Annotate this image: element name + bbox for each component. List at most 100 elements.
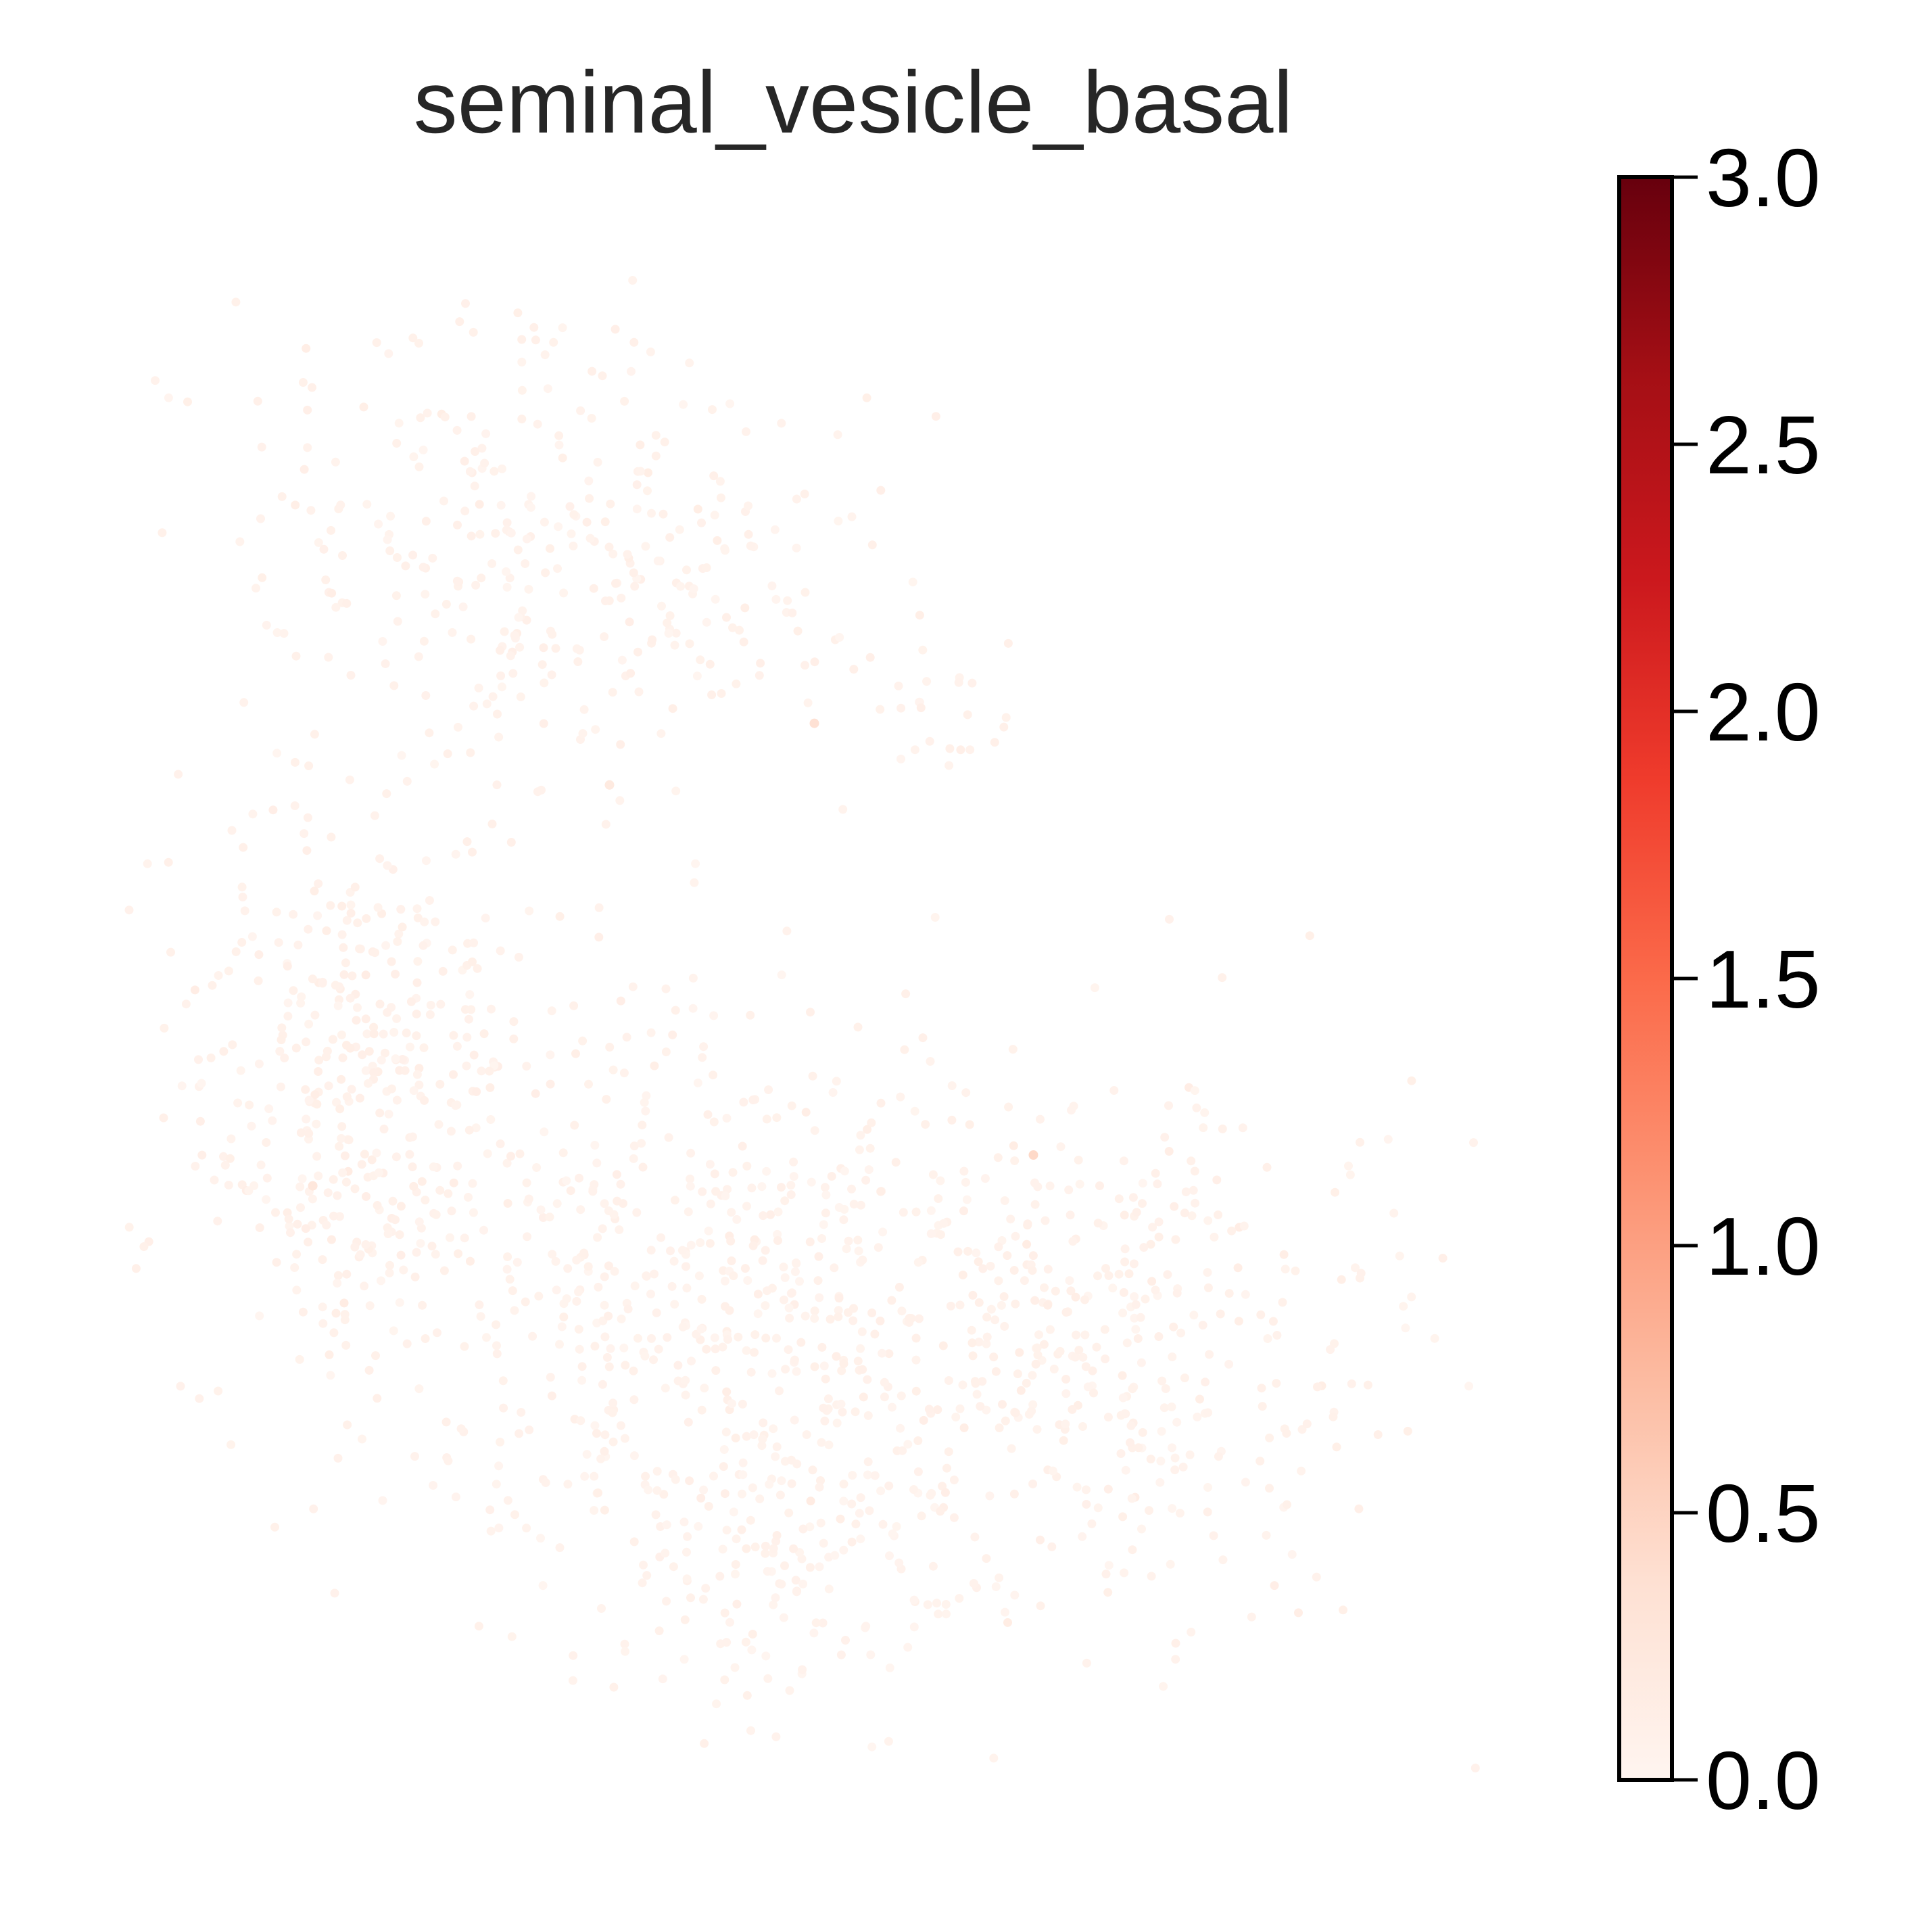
scatter-point	[475, 1300, 484, 1309]
scatter-point	[513, 308, 523, 318]
scatter-point	[1074, 1156, 1083, 1164]
scatter-point	[506, 1152, 515, 1161]
scatter-point	[552, 1286, 561, 1295]
scatter-point	[641, 1106, 650, 1116]
scatter-point	[292, 1286, 302, 1295]
scatter-point	[619, 1068, 629, 1078]
scatter-point	[1082, 1658, 1091, 1668]
scatter-point	[656, 729, 666, 738]
scatter-point	[1255, 1457, 1265, 1466]
scatter-point	[642, 1571, 652, 1580]
scatter-point	[810, 1314, 819, 1323]
scatter-point	[1030, 1296, 1040, 1305]
scatter-point	[903, 1643, 913, 1652]
scatter-point	[327, 1235, 336, 1244]
scatter-point	[1040, 1283, 1049, 1292]
scatter-point	[683, 1532, 692, 1541]
scatter-point	[324, 653, 333, 662]
scatter-point	[839, 1545, 848, 1555]
scatter-point	[283, 998, 293, 1008]
scatter-point	[521, 1297, 530, 1306]
scatter-point	[720, 1489, 729, 1499]
scatter-point	[913, 1436, 923, 1445]
scatter-point	[863, 1375, 872, 1384]
scatter-point	[1383, 1135, 1393, 1144]
scatter-point	[385, 1260, 394, 1270]
scatter-point	[612, 1170, 621, 1179]
scatter-point	[600, 1446, 609, 1456]
scatter-point	[1159, 1682, 1168, 1691]
scatter-point	[304, 1095, 314, 1105]
scatter-point	[469, 701, 479, 711]
scatter-point	[938, 1341, 948, 1350]
scatter-point	[933, 1405, 942, 1415]
scatter-point	[1147, 1277, 1157, 1286]
scatter-point	[536, 1534, 545, 1543]
scatter-point	[620, 1639, 629, 1649]
scatter-point	[1114, 1194, 1124, 1204]
scatter-point	[705, 659, 715, 669]
scatter-point	[1190, 1086, 1199, 1095]
scatter-point	[839, 1497, 848, 1506]
scatter-point	[1278, 1298, 1287, 1307]
scatter-point	[427, 1242, 437, 1251]
scatter-point	[723, 1185, 732, 1194]
scatter-point	[841, 1636, 850, 1645]
scatter-point	[574, 1287, 583, 1296]
scatter-point	[590, 1506, 599, 1515]
scatter-point	[1131, 1325, 1141, 1334]
scatter-point	[272, 908, 281, 917]
scatter-point	[464, 1193, 473, 1202]
scatter-point	[838, 1407, 847, 1417]
scatter-point	[303, 813, 312, 822]
scatter-point	[436, 999, 446, 1009]
scatter-point	[771, 1732, 781, 1741]
scatter-point	[800, 588, 810, 597]
scatter-point	[479, 1225, 488, 1235]
scatter-point	[777, 1183, 786, 1192]
scatter-point	[318, 1319, 328, 1328]
scatter-point	[880, 1377, 889, 1387]
scatter-point	[764, 1085, 773, 1094]
scatter-point	[1074, 1346, 1084, 1355]
scatter-point	[194, 1055, 203, 1064]
scatter-point	[1241, 1290, 1250, 1299]
scatter-point	[1056, 1142, 1066, 1152]
scatter-point	[616, 1421, 625, 1430]
scatter-point	[485, 1083, 495, 1092]
scatter-point	[819, 1361, 829, 1371]
scatter-point	[654, 1344, 663, 1354]
scatter-point	[748, 1483, 757, 1492]
scatter-point	[373, 1201, 382, 1210]
scatter-point	[703, 1110, 713, 1119]
scatter-point	[651, 1510, 661, 1519]
scatter-point	[524, 1194, 533, 1204]
scatter-point	[934, 1609, 943, 1619]
scatter-point	[1039, 1340, 1049, 1349]
scatter-point	[609, 1682, 619, 1692]
scatter-point	[621, 1361, 630, 1370]
colorbar: 0.00.51.01.52.02.53.0	[1617, 132, 1821, 1827]
scatter-point	[295, 1182, 305, 1192]
scatter-point	[314, 538, 323, 547]
scatter-point	[256, 514, 265, 523]
scatter-point	[854, 1246, 863, 1256]
scatter-point	[310, 1010, 320, 1020]
scatter-point	[702, 563, 711, 572]
scatter-point	[1193, 1412, 1202, 1421]
scatter-point	[479, 1029, 489, 1039]
scatter-point	[492, 1341, 501, 1350]
scatter-point	[963, 1246, 973, 1256]
scatter-point	[498, 1376, 508, 1386]
scatter-point	[1141, 1294, 1150, 1304]
scatter-point	[876, 1187, 886, 1196]
scatter-point	[878, 1519, 888, 1529]
scatter-point	[420, 917, 429, 926]
scatter-point	[402, 776, 412, 786]
scatter-point	[748, 1095, 758, 1104]
scatter-point	[856, 1200, 865, 1210]
scatter-point	[792, 1367, 801, 1376]
scatter-point	[1262, 1162, 1272, 1172]
scatter-point	[1138, 1199, 1147, 1208]
scatter-point	[738, 1458, 748, 1467]
